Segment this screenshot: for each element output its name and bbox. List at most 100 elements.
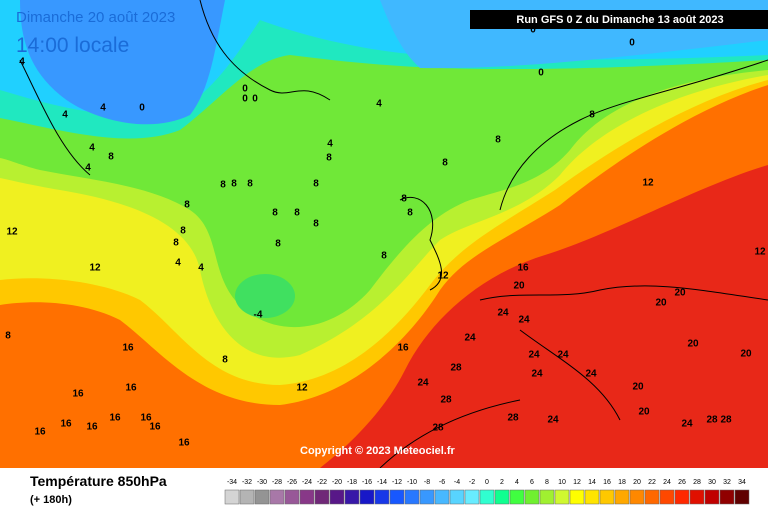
legend-label: 14 [588,479,596,486]
contour-label: 16 [178,438,190,449]
contour-label: 4 [198,263,204,274]
legend-swatch [584,489,600,505]
legend-swatch [599,489,615,505]
contour-label: 8 [495,135,501,146]
legend-label: 4 [515,479,519,486]
contour-label: 8 [247,179,253,190]
contour-label: 4 [89,143,95,154]
legend-swatch [269,489,285,505]
legend-label: 24 [663,479,671,486]
legend-label: 32 [723,479,731,486]
legend-swatch [704,489,720,505]
contour-label: 24 [464,333,476,344]
legend-swatch [674,489,690,505]
legend-label: 8 [545,479,549,486]
contour-label: 24 [497,308,509,319]
contour-label: 16 [517,263,529,274]
contour-label: 0 [252,94,258,105]
legend-swatch [614,489,630,505]
contour-label: 20 [632,382,644,393]
contour-label: 8 [442,158,448,169]
contour-label: 4 [327,139,333,150]
legend-label: -24 [302,479,312,486]
legend-swatch [509,489,525,505]
contour-label: 12 [296,383,308,394]
legend-swatch [254,489,270,505]
contour-label: 8 [381,251,387,262]
cool-patch [235,274,295,318]
legend-label: -22 [317,479,327,486]
contour-label: 20 [674,288,686,299]
legend-swatch [689,489,705,505]
legend-label: -10 [407,479,417,486]
legend-label: 6 [530,479,534,486]
legend-swatch [299,489,315,505]
contour-label: 8 [5,331,11,342]
contour-label: 0 [629,38,635,49]
contour-label: 16 [125,383,137,394]
contour-label: 16 [109,413,121,424]
legend-swatch [434,489,450,505]
contour-label: 16 [72,389,84,400]
contour-label: 16 [34,427,46,438]
contour-label: 8 [173,238,179,249]
contour-label: -4 [254,310,263,321]
contour-label: 16 [397,343,409,354]
legend-swatch [374,489,390,505]
contour-label: 20 [513,281,525,292]
contour-label: 0 [538,68,544,79]
footer-lead: (+ 180h) [30,494,72,506]
legend-swatch [314,489,330,505]
legend-label: 26 [678,479,686,486]
legend-swatch [389,489,405,505]
contour-label: 20 [655,298,667,309]
run-box [470,10,768,29]
legend-swatch [539,489,555,505]
legend-label: 22 [648,479,656,486]
contour-label: 28 [450,363,462,374]
contour-label: 8 [407,208,413,219]
legend-label: -12 [392,479,402,486]
forecast-time: 14:00 locale [16,34,129,57]
legend-label: -14 [377,479,387,486]
legend-label: -2 [469,479,475,486]
contour-label: 8 [231,179,237,190]
legend-swatch [404,489,420,505]
legend-swatch [644,489,660,505]
footer-title: Température 850hPa [30,473,167,489]
legend-label: -28 [272,479,282,486]
legend-label: -32 [242,479,252,486]
contour-label: 24 [528,350,540,361]
contour-label: 0 [242,84,248,95]
contour-label: 8 [108,152,114,163]
contour-label: 8 [401,194,407,205]
legend-swatch [494,489,510,505]
contour-label: 4 [62,110,68,121]
legend-label: 10 [558,479,566,486]
legend-label: 20 [633,479,641,486]
coastline [19,0,768,469]
legend-swatch [284,489,300,505]
copyright: Copyright © 2023 Meteociel.fr [300,445,456,457]
contour-label: 16 [122,343,134,354]
contour-label: 16 [149,422,161,433]
contour-label: 24 [585,369,597,380]
legend-label: -4 [454,479,460,486]
legend-label: 2 [500,479,504,486]
legend-swatch [659,489,675,505]
contour-label: 8 [294,208,300,219]
legend-swatch [359,489,375,505]
contour-label: 0 [242,94,248,105]
legend-swatch [479,489,495,505]
legend-swatch [524,489,540,505]
legend-label: -8 [424,479,430,486]
legend-label: 0 [485,479,489,486]
contour-label: 12 [89,263,101,274]
contour-label: 4 [175,258,181,269]
contour-label: 12 [6,227,18,238]
contour-label: 12 [642,178,654,189]
contour-label: 28 [440,395,452,406]
contour-label: 8 [313,179,319,190]
contour-label: 20 [638,407,650,418]
